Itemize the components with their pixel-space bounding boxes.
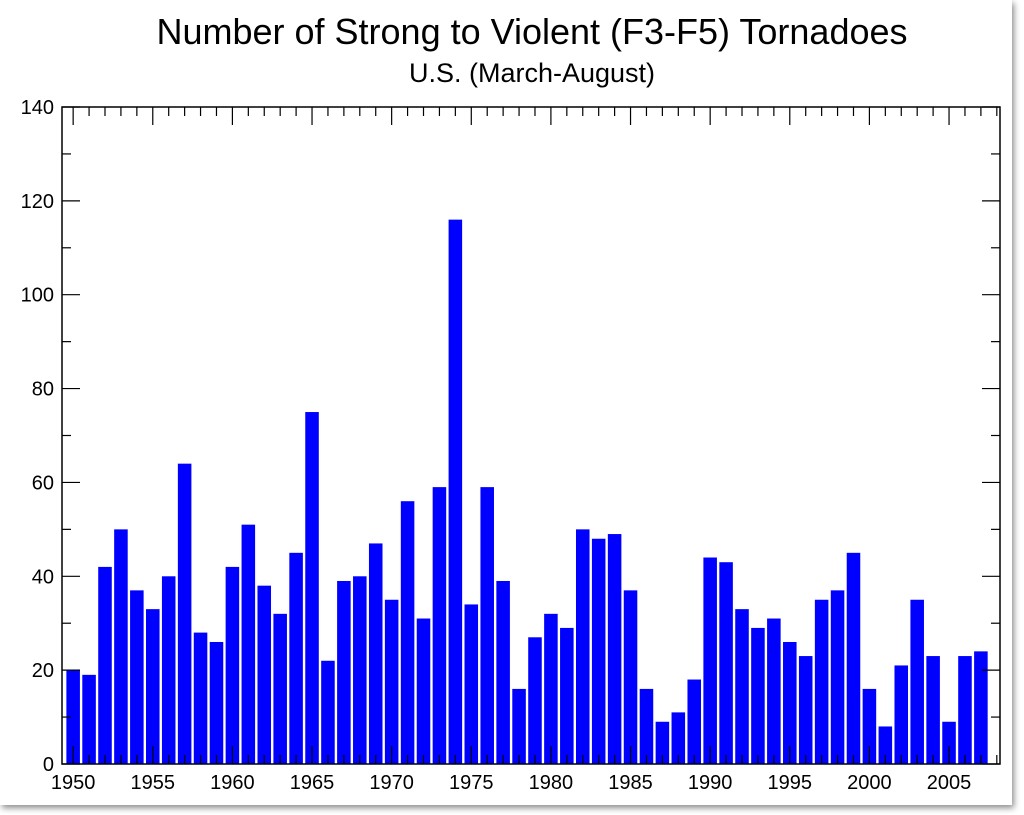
bar-1980 (544, 613, 558, 764)
bar-2001 (878, 726, 893, 764)
x-tick-label-1960: 1960 (210, 772, 255, 794)
x-tick-label-1970: 1970 (369, 772, 414, 794)
bar-1958 (193, 632, 208, 764)
y-tick-label-60: 60 (32, 472, 54, 494)
x-tick-label-1950: 1950 (51, 772, 96, 794)
bar-1996 (798, 656, 813, 764)
x-tick-label-1990: 1990 (688, 772, 733, 794)
bar-1992 (735, 609, 749, 764)
bar-1970 (384, 599, 399, 764)
bar-1989 (687, 679, 702, 764)
bar-1959 (209, 641, 224, 764)
chart-title: Number of Strong to Violent (F3-F5) Torn… (156, 11, 907, 52)
y-tick-label-140: 140 (21, 97, 54, 119)
bar-1955 (146, 609, 160, 764)
bar-2007 (974, 651, 988, 764)
chart-frame: Number of Strong to Violent (F3-F5) Torn… (20, 11, 1001, 794)
bar-1972 (416, 618, 431, 764)
x-tick-label-1995: 1995 (768, 772, 813, 794)
bar-1991 (719, 562, 733, 764)
y-tick-label-0: 0 (43, 754, 54, 776)
bar-1971 (400, 501, 415, 764)
bar-2000 (862, 688, 877, 764)
bar-1968 (353, 576, 367, 764)
bar-1995 (783, 641, 797, 764)
y-tick-label-120: 120 (21, 191, 54, 213)
bar-1997 (814, 599, 829, 764)
x-tick-label-1980: 1980 (529, 772, 574, 794)
bar-1952 (98, 566, 112, 764)
bar-1966 (321, 660, 335, 764)
bar-2003 (910, 599, 924, 764)
bar-1964 (289, 552, 303, 764)
bar-1961 (241, 524, 256, 764)
x-tick-label-1955: 1955 (131, 772, 176, 794)
bar-1976 (480, 487, 494, 764)
bar-1988 (671, 712, 686, 764)
y-tick-label-100: 100 (21, 285, 54, 307)
bar-1986 (639, 688, 654, 764)
bar-1973 (432, 487, 447, 764)
bar-1950 (66, 670, 80, 764)
x-tick-label-2005: 2005 (927, 772, 972, 794)
bar-1990 (703, 557, 717, 764)
bar-1951 (82, 674, 96, 764)
bar-1960 (225, 566, 240, 764)
y-tick-label-80: 80 (32, 379, 54, 401)
plot-area-border (61, 106, 1001, 765)
bar-1999 (846, 552, 861, 764)
x-tick-label-1975: 1975 (449, 772, 494, 794)
bar-1998 (830, 590, 845, 764)
bar-1965 (305, 412, 319, 764)
bar-2004 (926, 656, 940, 764)
bar-2005 (942, 721, 956, 764)
chart-subtitle: U.S. (March-August) (409, 58, 655, 88)
bar-1994 (767, 618, 781, 764)
bar-1984 (607, 534, 622, 764)
bar-1975 (464, 604, 479, 764)
y-tick-label-20: 20 (32, 660, 54, 682)
bar-1985 (623, 590, 638, 764)
bar-1956 (161, 576, 176, 764)
x-tick-label-2000: 2000 (847, 772, 892, 794)
bar-1963 (273, 613, 287, 764)
bars-group (66, 219, 988, 764)
ticks-group: 0 20 40 60 80 100 120 140 1950 1955 1960 1965 1970 19… (21, 97, 1000, 794)
bar-1967 (337, 580, 351, 764)
bar-1954 (130, 590, 144, 764)
x-tick-label-1985: 1985 (608, 772, 653, 794)
bar-2006 (958, 656, 972, 764)
bar-1978 (512, 688, 526, 764)
bar-1962 (257, 585, 272, 764)
bar-1993 (751, 627, 765, 764)
bar-1982 (575, 529, 590, 764)
bar-1981 (560, 627, 574, 764)
bar-1983 (591, 538, 606, 764)
bar-1977 (496, 580, 510, 764)
bar-1979 (528, 637, 542, 764)
x-tick-label-1965: 1965 (290, 772, 335, 794)
bar-1957 (177, 463, 192, 764)
bar-1974 (448, 219, 463, 764)
bar-1953 (114, 529, 128, 764)
bar-2002 (894, 665, 909, 764)
chart-svg: Number of Strong to Violent (F3-F5) Torn… (21, 11, 1001, 794)
y-tick-label-40: 40 (32, 566, 54, 588)
bar-1969 (368, 543, 383, 764)
bar-1987 (655, 721, 670, 764)
